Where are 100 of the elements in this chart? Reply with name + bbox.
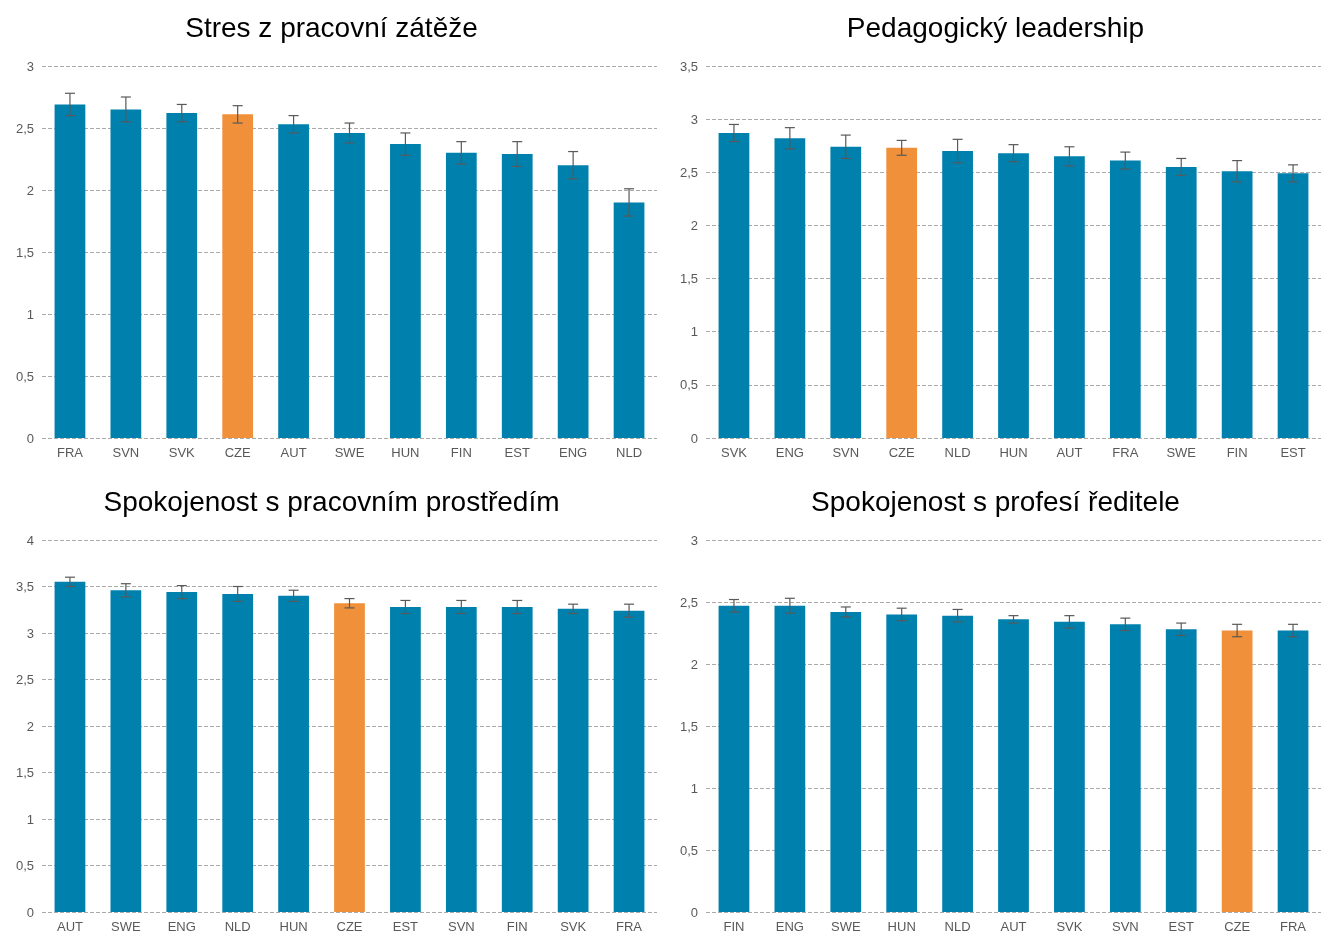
bar bbox=[278, 124, 309, 438]
y-tick-label: 3 bbox=[690, 111, 698, 127]
x-tick-label: SWE bbox=[830, 919, 861, 934]
bar bbox=[222, 114, 254, 438]
x-tick-label: HUN bbox=[279, 919, 308, 934]
x-tick-label: ENG bbox=[775, 445, 804, 460]
x-tick-label: FIN bbox=[450, 445, 472, 460]
bar bbox=[557, 608, 589, 912]
y-tick-label: 3,5 bbox=[15, 579, 34, 594]
bar bbox=[774, 138, 806, 438]
chart-title: Pedagogický leadership bbox=[846, 11, 1145, 43]
x-tick-label: EST bbox=[1280, 445, 1306, 460]
bar bbox=[222, 593, 254, 912]
x-tick-label: AUT bbox=[1000, 919, 1027, 934]
x-tick-label: NLD bbox=[616, 445, 643, 460]
x-tick-label: ENG bbox=[559, 445, 588, 460]
bar bbox=[278, 595, 309, 912]
y-tick-label: 1,5 bbox=[679, 271, 698, 287]
y-tick-label: 2,5 bbox=[15, 120, 34, 136]
x-tick-label: HUN bbox=[391, 445, 420, 460]
bar bbox=[54, 104, 86, 438]
x-tick-label: SVK bbox=[1056, 919, 1083, 934]
bar bbox=[557, 165, 589, 438]
bar bbox=[445, 606, 477, 912]
bar bbox=[613, 202, 645, 438]
x-tick-label: FRA bbox=[616, 919, 643, 934]
bar bbox=[886, 147, 918, 438]
x-tick-label: SVK bbox=[560, 919, 587, 934]
x-tick-label: NLD bbox=[224, 919, 251, 934]
x-tick-label: NLD bbox=[944, 919, 971, 934]
y-tick-label: 2,5 bbox=[15, 672, 34, 687]
bar bbox=[390, 606, 421, 912]
y-tick-label: 4 bbox=[26, 532, 34, 548]
y-tick-label: 0 bbox=[26, 904, 34, 920]
x-tick-label: FRA bbox=[56, 445, 84, 460]
bar bbox=[445, 152, 477, 438]
x-tick-label: EST bbox=[392, 919, 419, 934]
y-tick-label: 1,5 bbox=[15, 765, 34, 780]
bar bbox=[613, 610, 645, 912]
bar bbox=[334, 603, 365, 912]
y-tick-label: 1 bbox=[26, 811, 34, 827]
bar bbox=[501, 606, 533, 912]
x-tick-label: SVN bbox=[112, 445, 140, 460]
x-tick-label: FIN bbox=[506, 919, 528, 934]
x-tick-label: FIN bbox=[1226, 445, 1248, 460]
bar bbox=[390, 144, 421, 438]
x-tick-label: HUN bbox=[999, 445, 1028, 460]
y-tick-label: 2 bbox=[690, 656, 698, 672]
bar bbox=[110, 590, 142, 912]
y-tick-label: 3 bbox=[26, 625, 34, 641]
bar bbox=[998, 153, 1029, 438]
x-tick-label: CZE bbox=[888, 445, 916, 460]
bar bbox=[166, 592, 198, 912]
x-tick-label: FRA bbox=[1280, 919, 1307, 934]
y-tick-label: 1 bbox=[690, 780, 698, 796]
y-tick-label: 1 bbox=[690, 324, 698, 340]
bar bbox=[501, 154, 533, 438]
x-tick-label: EST bbox=[1168, 919, 1194, 934]
x-tick-label: ENG bbox=[167, 919, 196, 934]
x-tick-label: SVN bbox=[832, 445, 860, 460]
y-tick-label: 3 bbox=[26, 58, 34, 74]
x-tick-label: FIN bbox=[723, 919, 745, 934]
bar bbox=[54, 581, 86, 912]
x-tick-label: AUT bbox=[56, 919, 84, 934]
y-tick-label: 2 bbox=[690, 217, 698, 233]
y-tick-label: 0 bbox=[690, 904, 698, 920]
y-tick-label: 0,5 bbox=[15, 858, 34, 873]
bar bbox=[1277, 173, 1309, 438]
x-tick-label: CZE bbox=[224, 445, 252, 460]
x-tick-label: AUT bbox=[280, 445, 307, 460]
x-tick-label: EST bbox=[504, 445, 530, 460]
x-tick-label: FRA bbox=[1112, 445, 1139, 460]
bar bbox=[334, 132, 365, 438]
bar bbox=[166, 113, 198, 438]
bar bbox=[1221, 171, 1253, 438]
x-tick-label: SVN bbox=[1111, 919, 1139, 934]
y-tick-label: 3 bbox=[690, 532, 698, 548]
chart-title: Spokojenost s pracovním prostředím bbox=[103, 485, 560, 517]
x-tick-label: AUT bbox=[1056, 445, 1083, 460]
bar bbox=[718, 132, 750, 438]
y-tick-label: 0 bbox=[26, 430, 34, 446]
y-tick-label: 1 bbox=[26, 306, 34, 322]
x-tick-label: SWE bbox=[334, 445, 365, 460]
y-tick-label: 2 bbox=[26, 718, 34, 734]
chart-title: Stres z pracovní zátěže bbox=[185, 11, 478, 43]
bar bbox=[1054, 156, 1085, 438]
bar bbox=[110, 109, 142, 438]
y-tick-label: 1,5 bbox=[679, 718, 698, 734]
bar bbox=[942, 151, 973, 438]
y-tick-label: 2 bbox=[26, 182, 34, 198]
y-tick-label: 2,5 bbox=[679, 594, 698, 610]
x-tick-label: SVK bbox=[720, 445, 748, 460]
bar bbox=[830, 146, 862, 438]
y-tick-label: 2,5 bbox=[679, 164, 698, 180]
x-tick-label: CZE bbox=[336, 919, 363, 934]
y-tick-label: 0,5 bbox=[15, 368, 34, 384]
x-tick-label: CZE bbox=[1224, 919, 1251, 934]
x-tick-label: SWE bbox=[111, 919, 141, 934]
y-tick-label: 1,5 bbox=[15, 244, 34, 260]
x-tick-label: SWE bbox=[1166, 445, 1197, 460]
